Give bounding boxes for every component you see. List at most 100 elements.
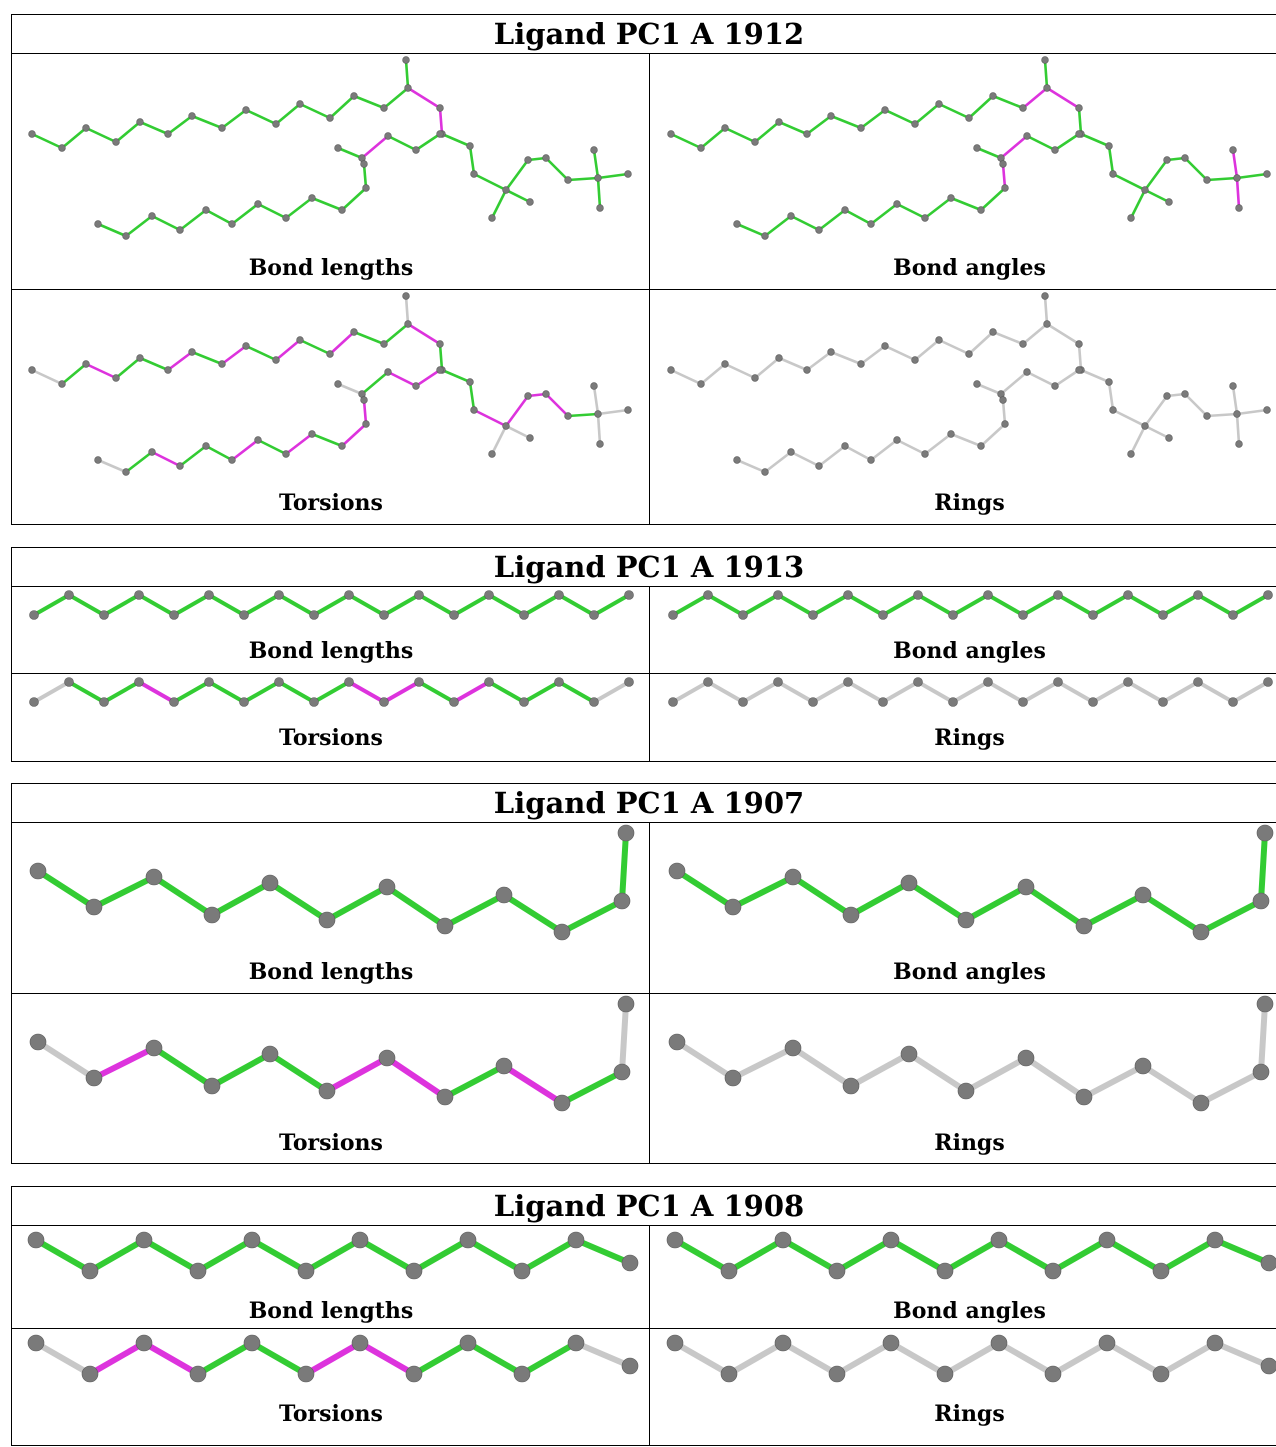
bond [310, 432, 344, 448]
bond [790, 1045, 854, 1089]
atom [309, 610, 319, 620]
bond [834, 1340, 894, 1377]
atom [542, 390, 550, 398]
atom [134, 590, 144, 600]
atom [1252, 1063, 1270, 1081]
column-divider [649, 587, 650, 761]
bond [776, 680, 815, 704]
atom [1075, 340, 1083, 348]
atom [867, 456, 875, 464]
atom [94, 220, 102, 228]
atom [360, 160, 368, 168]
atom [989, 328, 997, 336]
bond [340, 186, 368, 212]
bond [1126, 593, 1165, 617]
bond [1143, 188, 1171, 204]
atom [668, 1033, 686, 1051]
atom [81, 1365, 99, 1383]
panel-caption: Torsions [279, 1130, 383, 1156]
bond [357, 1340, 417, 1377]
atom [1041, 56, 1049, 64]
panel-caption: Torsions [279, 1401, 383, 1427]
atom [947, 194, 955, 202]
atom [1229, 382, 1237, 390]
atom [513, 1365, 531, 1383]
bond [951, 680, 990, 704]
bond [1081, 1063, 1146, 1100]
atom [983, 677, 993, 687]
atom [470, 406, 478, 414]
bond [1053, 132, 1081, 152]
bond [1111, 408, 1147, 428]
atom [613, 1063, 631, 1081]
panel-caption: Rings [934, 490, 1005, 516]
bond [888, 1340, 948, 1377]
bond [204, 208, 234, 226]
panel-caption: Rings [934, 725, 1005, 751]
atom [488, 450, 496, 458]
atom [1001, 184, 1009, 192]
atom [188, 348, 196, 356]
bond [362, 398, 368, 426]
atom [1165, 434, 1173, 442]
atom [1109, 406, 1117, 414]
atom [1235, 204, 1243, 212]
bond [913, 102, 941, 126]
atom [787, 212, 795, 220]
table-title: Ligand PC1 A 1907 [12, 784, 1276, 823]
atom [526, 434, 534, 442]
atom [404, 84, 412, 92]
atom [1228, 610, 1238, 620]
atom [882, 1231, 900, 1249]
bond [298, 338, 332, 356]
panel-rings: Rings [651, 994, 1276, 1164]
bond [382, 322, 410, 346]
atom [1256, 824, 1274, 842]
bond [312, 593, 351, 617]
bond [124, 214, 154, 238]
atom [1044, 1262, 1062, 1280]
atom [360, 396, 368, 404]
atom [882, 1334, 900, 1352]
atom [1075, 1088, 1093, 1106]
atom [827, 112, 835, 120]
atom [402, 56, 410, 64]
row-divider [12, 1328, 1276, 1329]
atom [841, 442, 849, 450]
atom [989, 92, 997, 100]
panel-caption: Torsions [279, 725, 383, 751]
atom [738, 697, 748, 707]
atom [1041, 292, 1049, 300]
ligand-table-1908: Ligand PC1 A 1908 Bond lengths Bond angl… [11, 1186, 1276, 1446]
bond [501, 892, 565, 935]
atom [189, 1365, 207, 1383]
bond [979, 186, 1007, 212]
bond [504, 424, 532, 440]
panel-caption: Bond angles [893, 638, 1046, 664]
atom [338, 442, 346, 450]
panel-rings: Rings [651, 290, 1276, 525]
bond [1025, 134, 1057, 152]
bond [487, 680, 526, 704]
bond [1023, 884, 1087, 929]
atom [733, 456, 741, 464]
atom [1193, 590, 1203, 600]
bond [472, 172, 508, 192]
bond [906, 880, 969, 923]
bond [178, 444, 208, 468]
atom [1098, 1334, 1116, 1352]
bond [67, 680, 106, 704]
atom [326, 350, 334, 358]
atom [1075, 130, 1083, 138]
bond [1077, 106, 1083, 136]
bond [1161, 593, 1200, 617]
bond [699, 362, 727, 386]
bond [996, 1340, 1056, 1377]
bond [975, 382, 1003, 396]
panel-bond-angles: Bond angles [651, 1226, 1276, 1328]
atom [815, 462, 823, 470]
atom [297, 1262, 315, 1280]
panel-caption: Rings [934, 1401, 1005, 1427]
atom [326, 114, 334, 122]
atom [169, 697, 179, 707]
